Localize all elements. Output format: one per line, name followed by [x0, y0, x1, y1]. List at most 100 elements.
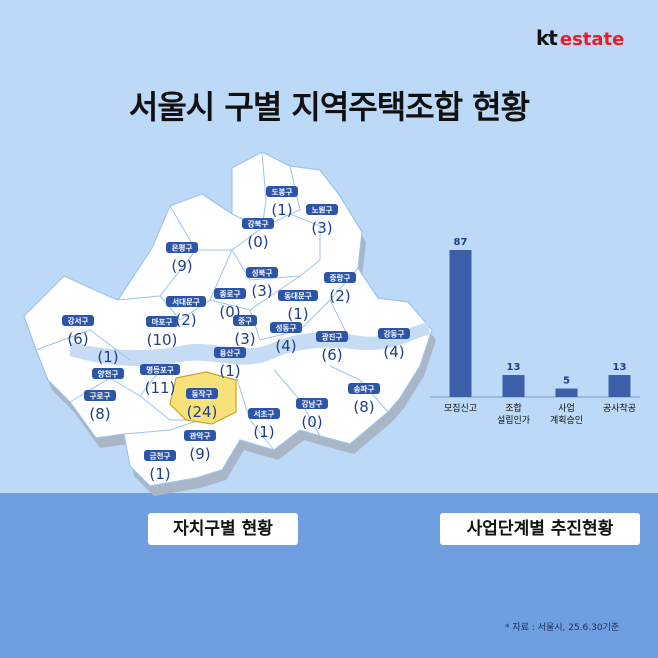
district-count: (1) [253, 423, 274, 441]
district-name: 양천구 [98, 369, 119, 379]
district-name: 은평구 [172, 243, 193, 253]
district-name: 종로구 [220, 290, 241, 299]
district-boundaries [35, 151, 389, 451]
district-name-badge [184, 430, 216, 441]
district-count: (11) [145, 379, 176, 397]
district-22: 구로구 (8) [84, 390, 116, 423]
district-count: (1) [97, 348, 118, 366]
stage-bar-chart: 87 모집신고 13 조합 설립인가 5 사업 계획승인 13 공사착공 [430, 237, 640, 426]
district-count: (6) [321, 346, 342, 364]
district-name-badge [166, 242, 198, 253]
district-name: 용산구 [220, 348, 241, 358]
page-title: 서울시 구별 지역주택조합 현황 [128, 88, 530, 126]
district-13: 성동구 (4) [270, 322, 302, 355]
district-name: 관악구 [190, 431, 211, 441]
district-8: 서대문구 (2) [166, 296, 206, 329]
district-name-badge [233, 315, 257, 326]
district-count: (10) [147, 331, 178, 349]
district-name: 성동구 [276, 323, 297, 333]
district-10: 중구 (3) [233, 315, 257, 348]
district-count: (0) [247, 233, 268, 251]
district-name-badge [378, 328, 410, 339]
district-21: 송파구 (8) [348, 383, 380, 416]
seoul-district-map: 도봉구 (1) 노원구 (3) 강북구 (0) 은평구 (9) 성북구 (3) 중랑구 (2) 종로구 (… [23, 151, 436, 496]
district-count: (6) [67, 330, 88, 348]
district-name-badge [278, 290, 318, 301]
category-label: 공사착공 [603, 403, 636, 414]
map-section-label: 자치구별 현황 [148, 513, 298, 545]
district-name: 마포구 [152, 317, 173, 327]
district-name-badge [348, 383, 380, 394]
district-count: (0) [301, 413, 322, 431]
district-name-badge [186, 388, 218, 399]
district-count: (2) [175, 311, 196, 329]
district-count: (3) [234, 330, 255, 348]
chart-bars: 87 모집신고 13 조합 설립인가 5 사업 계획승인 13 공사착공 [444, 237, 636, 426]
district-9: 동대문구 (1) [278, 290, 318, 323]
district-count: (9) [171, 257, 192, 275]
district-name-badge [248, 408, 280, 419]
district-name: 금천구 [150, 451, 171, 461]
district-18: 양천구 [92, 368, 124, 379]
district-16: (1) [97, 348, 118, 366]
bar-4 [608, 375, 631, 397]
district-count: (1) [271, 201, 292, 219]
district-count: (4) [275, 337, 296, 355]
bar-value-label: 13 [507, 362, 521, 373]
source-note: * 자료 : 서울시, 25.6.30기준 [505, 623, 620, 633]
district-23: 강남구 (0) [296, 398, 328, 431]
district-3: 강북구 (0) [242, 218, 274, 251]
district-name: 성북구 [252, 268, 273, 278]
district-20: 동작구 (24) [186, 388, 218, 421]
district-name-badge [166, 296, 206, 307]
district-name: 영등포구 [146, 365, 174, 375]
district-name-badge [306, 204, 338, 215]
district-15: 강동구 (4) [378, 328, 410, 361]
district-name: 강북구 [248, 219, 269, 229]
district-count: (4) [383, 343, 404, 361]
bar-3 [555, 388, 578, 397]
district-name-badge [84, 390, 116, 401]
district-name-badge [242, 218, 274, 229]
district-count: (24) [187, 403, 218, 421]
district-count: (9) [189, 445, 210, 463]
district-name-badge [266, 186, 298, 197]
district-name: 구로구 [90, 392, 111, 401]
bar-value-label: 87 [454, 237, 468, 248]
district-6: 중랑구 (2) [324, 272, 356, 305]
district-count: (1) [219, 362, 240, 380]
map-outline [23, 151, 433, 487]
bar-value-label: 5 [563, 376, 570, 387]
district-name: 동대문구 [284, 291, 312, 301]
district-name: 광진구 [322, 332, 343, 342]
district-4: 은평구 (9) [166, 242, 198, 275]
district-17: 용산구 (1) [214, 347, 246, 380]
district-name: 송파구 [354, 384, 375, 394]
district-2: 노원구 (3) [306, 204, 338, 237]
district-name-badge [324, 272, 356, 283]
district-name: 노원구 [312, 205, 333, 215]
district-name: 도봉구 [272, 188, 293, 197]
district-name-badge [146, 316, 178, 327]
district-name: 강서구 [68, 316, 89, 326]
district-24: 서초구 (1) [248, 408, 280, 441]
district-count: (8) [89, 405, 110, 423]
chart-section-label: 사업단계별 추진현황 [440, 513, 640, 545]
district-name: 중구 [238, 317, 252, 326]
district-name-badge [140, 364, 180, 375]
bar-2 [502, 375, 525, 397]
district-labels: 도봉구 (1) 노원구 (3) 강북구 (0) 은평구 (9) 성북구 (3) 중랑구 (2) 종로구 (… [62, 186, 410, 483]
district-name: 중랑구 [330, 273, 351, 283]
category-label: 조합 설립인가 [497, 403, 530, 426]
district-count: (1) [287, 305, 308, 323]
district-name: 강동구 [384, 329, 405, 339]
district-name-badge [316, 331, 348, 342]
district-name: 서대문구 [172, 297, 200, 307]
district-name-badge [144, 450, 176, 461]
kt-estate-logo: kt estate [536, 26, 625, 50]
district-name: 서초구 [254, 409, 275, 419]
district-count: (3) [251, 282, 272, 300]
category-label: 사업 계획승인 [550, 403, 583, 426]
bar-value-label: 13 [613, 362, 627, 373]
district-name-badge [62, 315, 94, 326]
